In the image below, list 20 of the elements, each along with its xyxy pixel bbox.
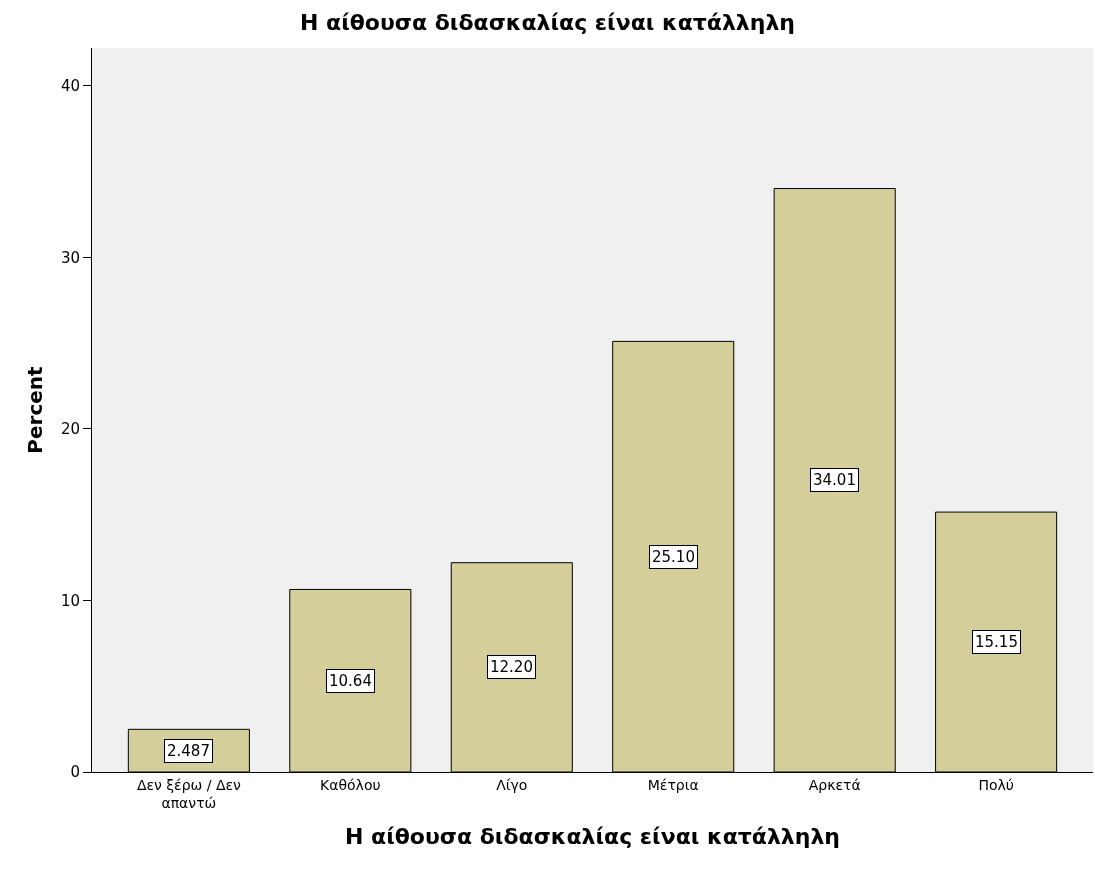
data-label: 34.01: [813, 471, 856, 489]
x-tick-label: Καθόλου: [320, 776, 381, 793]
y-tick-label: 30: [60, 248, 80, 267]
x-tick-label: Λίγο: [496, 776, 528, 793]
data-label: 25.10: [652, 548, 695, 566]
y-tick-label: 20: [60, 420, 80, 439]
x-axis-title: Η αίθουσα διδασκαλίας είναι κατάλληλη: [345, 823, 840, 849]
y-tick-label: 0: [70, 763, 80, 782]
data-label: 2.487: [167, 742, 210, 760]
chart-title: Η αίθουσα διδασκαλίας είναι κατάλληλη: [300, 9, 795, 35]
y-tick-label: 10: [60, 591, 80, 610]
y-axis-title: Percent: [23, 365, 48, 454]
data-label: 12.20: [490, 658, 533, 676]
x-tick-label: Πολύ: [978, 776, 1014, 793]
y-tick-label: 40: [60, 76, 80, 95]
x-tick-label: Αρκετά: [808, 776, 861, 793]
data-label: 15.15: [975, 633, 1018, 651]
x-tick-label: Μέτρια: [647, 776, 699, 793]
x-tick-label: Δεν ξέρω / Δεν απαντώ: [136, 776, 242, 811]
data-label: 10.64: [329, 672, 372, 690]
